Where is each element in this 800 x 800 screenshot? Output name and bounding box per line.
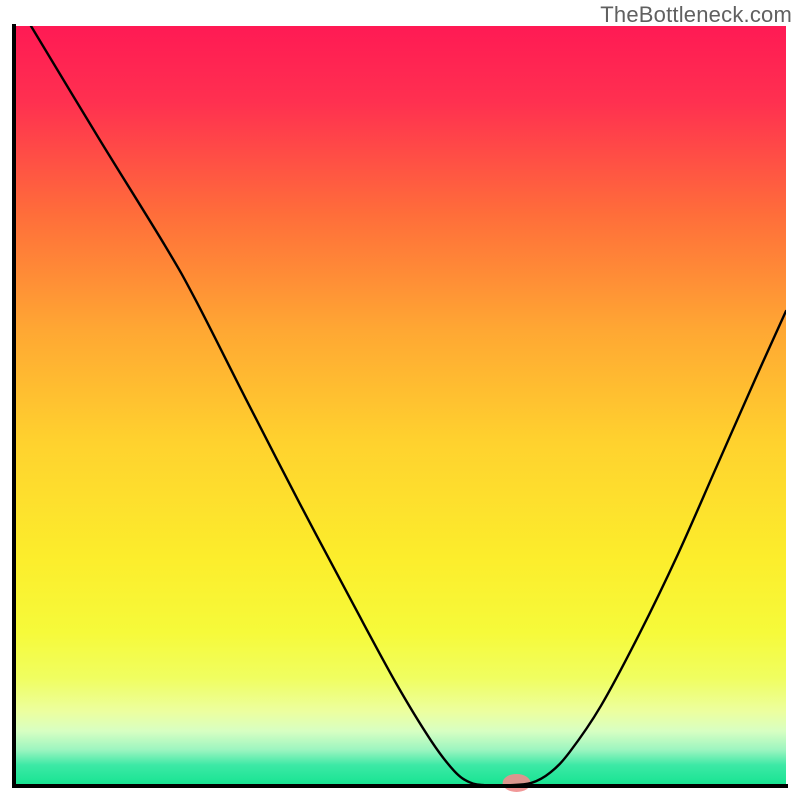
gradient-background: [16, 26, 786, 784]
chart-root: TheBottleneck.com: [0, 0, 800, 800]
chart-svg: [0, 0, 800, 800]
watermark-text: TheBottleneck.com: [600, 2, 792, 28]
